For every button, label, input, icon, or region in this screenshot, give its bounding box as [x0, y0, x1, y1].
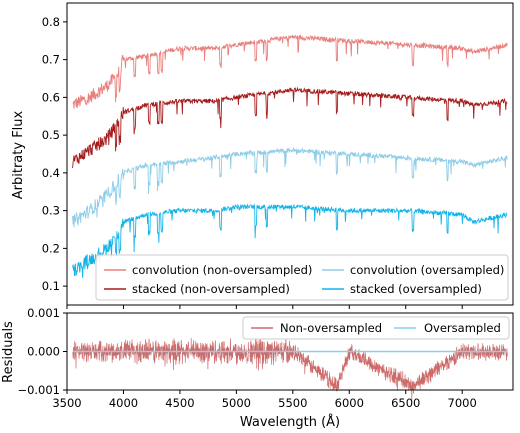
flux-y-tick-label: 0.5	[42, 128, 60, 142]
legend-label-convolution-oversampled: convolution (oversampled)	[350, 263, 504, 277]
flux-y-tick-label: 0.7	[42, 53, 60, 67]
residuals-y-tick-label: −0.001	[17, 383, 60, 397]
x-tick-label: 5000	[222, 396, 251, 410]
x-tick-label: 6000	[335, 396, 364, 410]
x-tick-label: 6500	[391, 396, 420, 410]
x-tick-label: 4000	[109, 396, 138, 410]
legend-label-stacked-oversampled: stacked (oversampled)	[350, 282, 482, 296]
residuals-y-tick-label: 0.001	[27, 306, 60, 320]
residuals-y-tick-label: 0.000	[27, 345, 60, 359]
flux-y-tick-label: 0.3	[42, 204, 60, 218]
x-tick-label: 7000	[448, 396, 477, 410]
flux-series-line	[72, 203, 508, 278]
legend-label-non-oversampled: Non-oversampled	[280, 321, 382, 335]
flux-y-axis-label: Arbitraty Flux	[11, 110, 26, 199]
residuals-non-oversampled-line	[72, 337, 508, 403]
flux-panel: 0.10.20.30.40.50.60.70.8 Arbitraty Flux …	[11, 2, 514, 306]
residuals-panel: 0.001 0.000 −0.001 3500 4000 4500 5000 5500 600…	[1, 305, 514, 430]
flux-y-tick-label: 0.8	[42, 15, 60, 29]
x-tick-label: 4500	[165, 396, 194, 410]
legend-label-convolution-non-oversampled: convolution (non-oversampled)	[132, 263, 312, 277]
residuals-legend-box	[242, 316, 510, 340]
residuals-y-axis-label: Residuals	[1, 321, 16, 383]
legend-label-oversampled: Oversampled	[424, 321, 501, 335]
residuals-legend: Non-oversampled Oversampled	[242, 316, 510, 340]
flux-series-line	[72, 146, 508, 228]
legend-label-stacked-non-oversampled: stacked (non-oversampled)	[132, 282, 290, 296]
flux-y-tick-label: 0.6	[42, 90, 60, 104]
flux-panel-frame	[66, 2, 514, 306]
x-axis-label: Wavelength (Å)	[240, 414, 340, 430]
flux-y-tick-label: 0.2	[42, 241, 60, 255]
flux-series-line	[72, 86, 508, 169]
x-tick-label: 3500	[52, 396, 81, 410]
flux-series-line	[72, 33, 508, 109]
flux-y-tick-label: 0.1	[42, 279, 60, 293]
flux-legend: convolution (non-oversampled) stacked (n…	[95, 254, 509, 301]
x-tick-label: 5500	[278, 396, 307, 410]
flux-legend-box	[95, 254, 509, 301]
flux-y-tick-label: 0.4	[42, 166, 60, 180]
